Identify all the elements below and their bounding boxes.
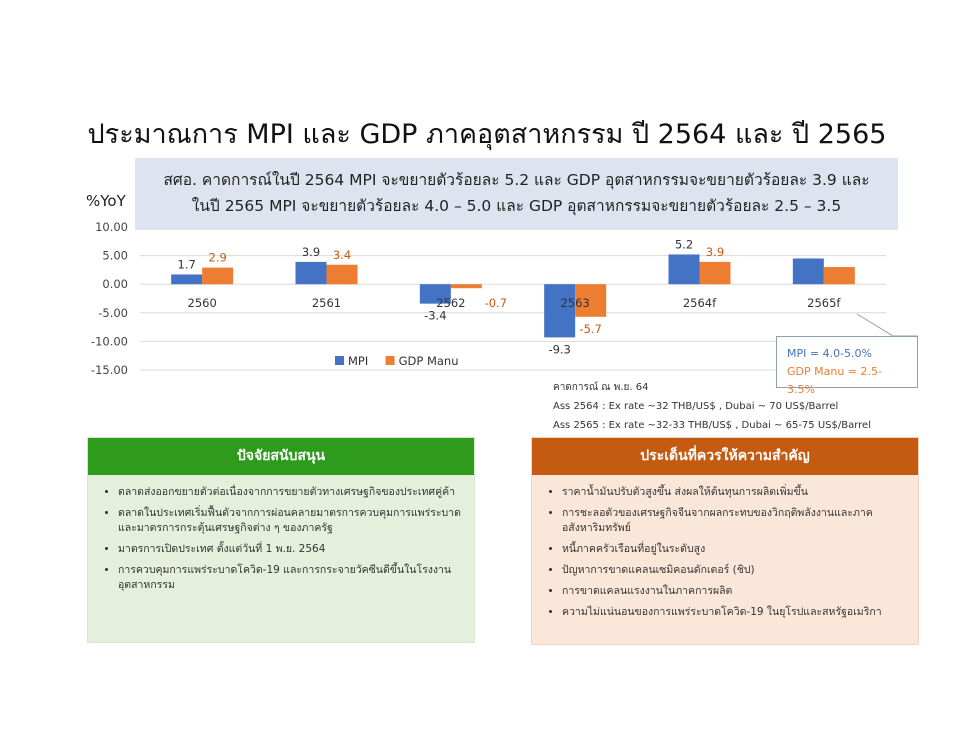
- x-tick-label: 2564f: [683, 296, 717, 310]
- x-tick-label: 2563: [561, 296, 590, 310]
- legend-label: GDP Manu: [399, 354, 459, 368]
- legend-label: MPI: [348, 354, 368, 368]
- bar-gdp-manu-2562: [450, 284, 482, 289]
- concern-item: ปัญหาการขาดแคลนเซมิคอนดักเตอร์ (ชิป): [562, 563, 906, 578]
- x-tick-label: 2561: [312, 296, 341, 310]
- assumption-2565: Ass 2565 : Ex rate ~32-33 THB/US$ , Duba…: [553, 420, 871, 431]
- concern-item: การชะลอตัวของเศรษฐกิจจีนจากผลกระทบของวิก…: [562, 506, 906, 536]
- support-factors-list: ตลาดส่งออกขยายตัวต่อเนื่องจากการขยายตัวท…: [102, 485, 462, 593]
- bar-mpi-2563: [544, 284, 576, 338]
- data-label: 2.9: [209, 251, 227, 265]
- callout-pointer: [856, 313, 918, 337]
- support-item: การควบคุมการแพร่ระบาดโควิด-19 และการกระจ…: [118, 563, 462, 593]
- y-axis-unit-label: %YoY: [86, 192, 126, 210]
- bar-mpi-2562: [419, 284, 451, 304]
- page-title: ประมาณการ MPI และ GDP ภาคอุตสาหกรรม ปี 2…: [87, 119, 887, 150]
- x-tick-label: 2565f: [807, 296, 841, 310]
- support-item: ตลาดส่งออกขยายตัวต่อเนื่องจากการขยายตัวท…: [118, 485, 462, 500]
- concern-item: หนี้ภาคครัวเรือนที่อยู่ในระดับสูง: [562, 542, 906, 557]
- y-tick-label: -5.00: [98, 306, 128, 320]
- concern-item: ความไม่แน่นอนของการแพร่ระบาดโควิด-19 ในย…: [562, 605, 906, 620]
- support-factors-panel: ปัจจัยสนับสนุน ตลาดส่งออกขยายตัวต่อเนื่อ…: [87, 437, 475, 643]
- data-label: 3.4: [333, 248, 351, 262]
- data-label: 3.9: [302, 245, 320, 259]
- bar-mpi-2564f: [668, 254, 700, 285]
- bar-gdp-manu-2563: [575, 284, 607, 317]
- callout-mpi-range: MPI = 4.0-5.0%: [787, 347, 872, 360]
- legend-swatch: [335, 356, 344, 365]
- data-label: -3.4: [424, 309, 446, 323]
- bar-mpi-2565f: [792, 258, 824, 285]
- data-label: -9.3: [548, 342, 570, 356]
- data-label: 1.7: [178, 257, 196, 271]
- support-item: มาตรการเปิดประเทศ ตั้งแต่วันที่ 1 พ.ย. 2…: [118, 542, 462, 557]
- y-tick-label: 0.00: [102, 277, 128, 291]
- legend-swatch: [385, 356, 395, 365]
- forecast-summary-box: สศอ. คาดการณ์ในปี 2564 MPI จะขยายตัวร้อย…: [135, 158, 898, 230]
- bar-mpi-2560: [171, 274, 203, 285]
- y-tick-label: -15.00: [91, 363, 128, 377]
- concerns-panel: ประเด็นที่ควรให้ความสำคัญ ราคาน้ำมันปรับ…: [531, 437, 919, 645]
- forecast-summary-line-1: สศอ. คาดการณ์ในปี 2564 MPI จะขยายตัวร้อย…: [163, 171, 870, 189]
- bar-mpi-2561: [295, 261, 327, 285]
- concerns-list: ราคาน้ำมันปรับตัวสูงขึ้น ส่งผลให้ต้นทุนก…: [546, 485, 906, 620]
- concern-item: ราคาน้ำมันปรับตัวสูงขึ้น ส่งผลให้ต้นทุนก…: [562, 485, 906, 500]
- x-tick-label: 2560: [188, 296, 217, 310]
- forecast-summary-line-2: ในปี 2565 MPI จะขยายตัวร้อยละ 4.0 – 5.0 …: [191, 197, 842, 215]
- forecast-date: คาดการณ์ ณ พ.ย. 64: [553, 382, 649, 393]
- x-tick-label: 2562: [436, 296, 465, 310]
- bar-gdp-manu-2560: [202, 267, 234, 285]
- bar-gdp-manu-2561: [326, 264, 358, 285]
- y-tick-label: 10.00: [95, 220, 128, 234]
- bar-gdp-manu-2564f: [699, 261, 731, 285]
- y-tick-label: -10.00: [91, 334, 128, 348]
- data-label: -0.7: [485, 296, 507, 310]
- concerns-heading: ประเด็นที่ควรให้ความสำคัญ: [532, 438, 918, 475]
- data-label: 5.2: [675, 237, 693, 251]
- support-item: ตลาดในประเทศเริ่มฟื้นตัวจากการผ่อนคลายมา…: [118, 506, 462, 536]
- data-label: 3.9: [706, 245, 724, 259]
- data-label: -5.7: [579, 322, 601, 336]
- forecast-range-callout: MPI = 4.0-5.0% GDP Manu = 2.5-3.5%: [776, 336, 918, 396]
- bar-gdp-manu-2565f: [823, 267, 855, 285]
- support-factors-heading: ปัจจัยสนับสนุน: [88, 438, 474, 475]
- assumption-2564: Ass 2564 : Ex rate ~32 THB/US$ , Dubai ~…: [553, 401, 839, 412]
- callout-gdp-range: GDP Manu = 2.5-3.5%: [787, 365, 882, 396]
- y-tick-label: 5.00: [102, 249, 128, 263]
- concern-item: การขาดแคลนแรงงานในภาคการผลิต: [562, 584, 906, 599]
- forecast-assumptions: คาดการณ์ ณ พ.ย. 64 Ass 2564 : Ex rate ~3…: [553, 378, 871, 435]
